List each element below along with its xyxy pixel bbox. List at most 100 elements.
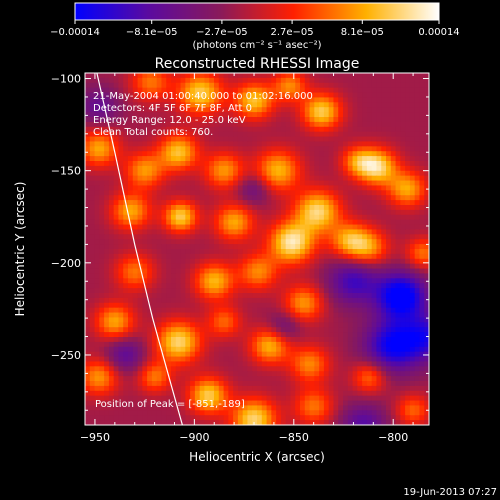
heatmap-cell xyxy=(386,273,392,279)
heatmap-cell xyxy=(405,151,411,157)
heatmap-cell xyxy=(409,87,416,94)
heatmap-cell xyxy=(161,317,167,323)
heatmap-cell xyxy=(137,170,143,177)
heatmap-cell xyxy=(123,307,129,314)
heatmap-cell xyxy=(333,180,339,187)
heatmap-cell xyxy=(156,151,163,157)
heatmap-cell xyxy=(424,156,429,162)
heatmap-cell xyxy=(419,307,425,314)
heatmap-cell xyxy=(424,131,429,138)
heatmap-cell xyxy=(343,249,349,255)
heatmap-cell xyxy=(233,385,239,392)
heatmap-cell xyxy=(395,165,401,172)
heatmap-cell xyxy=(352,376,358,382)
heatmap-cell xyxy=(333,346,339,353)
heatmap-cell xyxy=(280,121,287,128)
heatmap-cell xyxy=(228,356,234,363)
heatmap-cell xyxy=(319,239,325,245)
heatmap-cell xyxy=(89,121,96,128)
heatmap-cell xyxy=(137,102,143,108)
heatmap-cell xyxy=(304,239,311,245)
heatmap-cell xyxy=(295,117,301,123)
heatmap-cell xyxy=(261,361,268,367)
heatmap-cell xyxy=(357,366,363,372)
heatmap-cell xyxy=(104,346,110,353)
heatmap-cell xyxy=(108,302,115,309)
heatmap-cell xyxy=(142,405,148,411)
heatmap-cell xyxy=(104,351,110,358)
heatmap-cell xyxy=(424,146,429,152)
heatmap-cell xyxy=(223,405,229,411)
heatmap-cell xyxy=(285,249,292,255)
heatmap-cell xyxy=(424,165,429,172)
heatmap-cell xyxy=(113,312,120,319)
heatmap-cell xyxy=(328,73,335,79)
heatmap-cell xyxy=(252,400,258,407)
heatmap-cell xyxy=(118,361,124,367)
heatmap-cell xyxy=(108,73,115,79)
heatmap-cell xyxy=(395,117,401,123)
heatmap-cell xyxy=(319,200,325,206)
heatmap-cell xyxy=(247,307,253,314)
heatmap-cell xyxy=(309,112,315,118)
heatmap-cell xyxy=(132,322,139,328)
heatmap-cell xyxy=(343,121,349,128)
heatmap-cell xyxy=(185,405,191,411)
heatmap-cell xyxy=(366,185,373,191)
heatmap-cell xyxy=(409,327,416,333)
heatmap-cell xyxy=(128,258,134,265)
heatmap-cell xyxy=(190,82,196,89)
heatmap-cell xyxy=(123,102,129,108)
heatmap-cell xyxy=(242,337,249,343)
heatmap-cell xyxy=(276,82,282,89)
heatmap-cell xyxy=(128,126,134,133)
heatmap-cell xyxy=(252,126,258,133)
heatmap-cell xyxy=(276,376,282,382)
heatmap-cell xyxy=(395,141,401,147)
heatmap-cell xyxy=(252,332,258,338)
heatmap-cell xyxy=(362,327,368,333)
heatmap-cell xyxy=(237,332,244,338)
heatmap-cell xyxy=(328,141,335,147)
heatmap-cell xyxy=(108,146,115,152)
heatmap-cell xyxy=(409,278,416,284)
heatmap-cell xyxy=(400,126,406,133)
heatmap-cell xyxy=(218,185,225,191)
heatmap-cell xyxy=(295,170,301,177)
heatmap-cell xyxy=(223,107,229,113)
heatmap-cell xyxy=(362,92,368,99)
heatmap-cell xyxy=(132,219,139,226)
heatmap-cell xyxy=(414,156,421,162)
heatmap-cell xyxy=(357,77,363,84)
heatmap-cell xyxy=(156,376,163,382)
heatmap-cell xyxy=(142,117,148,123)
heatmap-cell xyxy=(242,376,249,382)
heatmap-cell xyxy=(405,293,411,299)
heatmap-cell xyxy=(151,87,158,94)
heatmap-cell xyxy=(218,395,225,402)
heatmap-cell xyxy=(395,405,401,411)
heatmap-cell xyxy=(352,112,358,118)
heatmap-cell xyxy=(328,288,335,294)
heatmap-cell xyxy=(405,346,411,353)
heatmap-cell xyxy=(89,146,96,152)
heatmap-cell xyxy=(295,126,301,133)
heatmap-cell xyxy=(381,156,387,162)
heatmap-cell xyxy=(419,400,425,407)
heatmap-cell xyxy=(386,200,392,206)
heatmap-cell xyxy=(347,239,354,245)
heatmap-cell xyxy=(185,283,191,289)
heatmap-cell xyxy=(276,346,282,353)
heatmap-cell xyxy=(386,268,392,275)
heatmap-cell xyxy=(185,312,191,319)
heatmap-cell xyxy=(304,151,311,157)
heatmap-cell xyxy=(328,97,335,103)
heatmap-cell xyxy=(276,205,282,211)
heatmap-cell xyxy=(156,395,163,402)
heatmap-cell xyxy=(362,288,368,294)
heatmap-cell xyxy=(309,263,315,270)
heatmap-cell xyxy=(123,244,129,250)
heatmap-cell xyxy=(132,395,139,402)
heatmap-cell xyxy=(223,258,229,265)
heatmap-cell xyxy=(266,126,272,133)
